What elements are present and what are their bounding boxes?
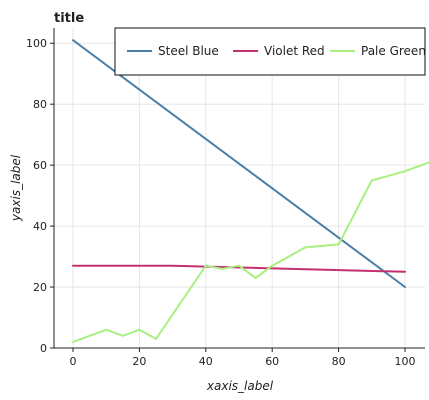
y-tick-label: 40 <box>33 220 47 233</box>
y-tick-label: 80 <box>33 98 47 111</box>
x-tick-label: 0 <box>70 355 77 368</box>
x-tick-label: 60 <box>265 355 279 368</box>
x-tick-label: 20 <box>132 355 146 368</box>
series-line-pale-green <box>73 159 429 342</box>
y-tick-label: 100 <box>26 37 47 50</box>
x-axis-label: xaxis_label <box>206 379 274 393</box>
y-tick-label: 60 <box>33 159 47 172</box>
legend-label-steel-blue: Steel Blue <box>158 44 219 58</box>
series-line-steel-blue <box>73 40 405 287</box>
x-ticks: 0 20 40 60 80 100 <box>70 348 416 368</box>
chart-title: title <box>54 11 84 26</box>
legend-label-violet-red: Violet Red <box>264 44 325 58</box>
x-tick-label: 40 <box>199 355 213 368</box>
y-axis-label: yaxis_label <box>9 154 23 222</box>
y-tick-label: 20 <box>33 281 47 294</box>
series-group <box>73 40 429 342</box>
y-tick-label: 0 <box>40 342 47 355</box>
legend: Steel Blue Violet Red Pale Green <box>115 28 426 75</box>
legend-label-pale-green: Pale Green <box>361 44 426 58</box>
grid <box>54 28 425 348</box>
x-tick-label: 80 <box>332 355 346 368</box>
y-ticks: 0 20 40 60 80 100 <box>26 37 54 355</box>
x-tick-label: 100 <box>395 355 416 368</box>
axes <box>54 28 425 348</box>
